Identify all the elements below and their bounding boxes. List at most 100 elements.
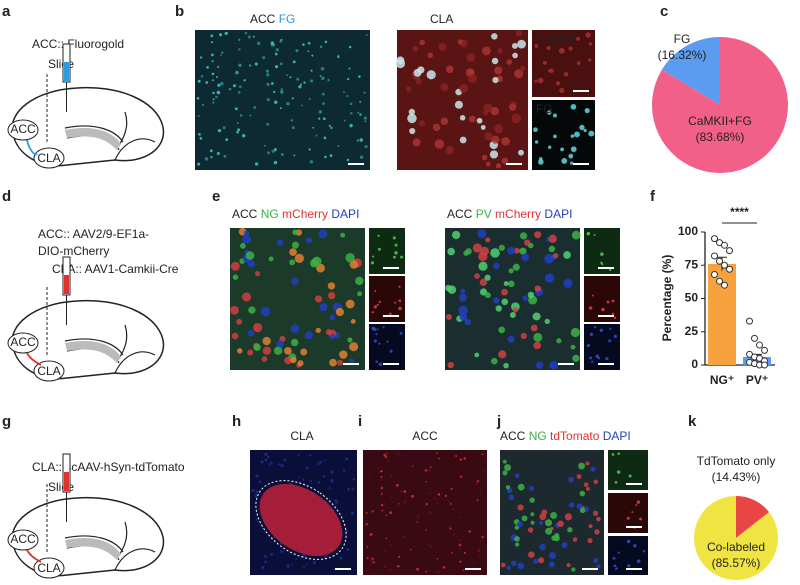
text: ACC: [10, 122, 36, 136]
cla-outline: [255, 480, 347, 560]
cell: [445, 65, 454, 74]
cell: [371, 311, 374, 314]
cell: [636, 559, 641, 564]
data-point: [711, 271, 718, 279]
cell: [344, 529, 349, 533]
cell: [459, 313, 468, 321]
cell: [220, 54, 222, 56]
cell: [538, 159, 544, 165]
cell: [346, 547, 350, 552]
title: ACC FG: [250, 12, 295, 26]
cell: [468, 69, 474, 75]
cell: [359, 155, 364, 159]
cell: [347, 487, 351, 491]
cell: [367, 567, 370, 570]
cell: [357, 111, 360, 114]
cell: [455, 455, 458, 458]
cla-region: [33, 360, 65, 382]
cell: [317, 462, 320, 465]
cell: [322, 475, 326, 478]
cell: [462, 501, 465, 504]
text: CaMKII+FG: [688, 114, 752, 128]
cell: [378, 300, 381, 304]
text: CLA: [37, 561, 60, 575]
cell: [279, 62, 283, 66]
cell: [568, 153, 574, 159]
cell: [205, 81, 209, 84]
text: (16.32%): [658, 48, 707, 62]
cell: [570, 161, 574, 165]
cell: [416, 567, 419, 571]
cell: [507, 335, 515, 343]
cell: [459, 115, 466, 121]
data-point: [726, 247, 733, 255]
brain-schematic: [7, 453, 165, 579]
cell: [419, 39, 425, 46]
cell: [294, 253, 304, 264]
cell: [501, 157, 509, 165]
cell: [627, 564, 631, 568]
cell: [211, 53, 214, 57]
cell: [533, 341, 542, 350]
cell: [408, 108, 416, 116]
cell: [474, 273, 480, 279]
cell: [211, 72, 215, 76]
cell: [292, 229, 299, 236]
cell: [296, 77, 300, 81]
cell: [284, 346, 292, 355]
cell: [426, 70, 436, 80]
cell: [485, 161, 491, 167]
cell: [412, 45, 419, 52]
cell: [442, 565, 446, 569]
cell: [365, 33, 368, 36]
cell: [323, 459, 326, 462]
title-word: ACC: [500, 429, 526, 443]
cell: [307, 41, 311, 45]
cell: [266, 455, 270, 459]
text: CaMKII: [536, 32, 576, 46]
cell: [274, 52, 278, 56]
cell: [555, 81, 561, 86]
cell: [390, 496, 393, 500]
cell: [501, 288, 508, 296]
cell: [369, 559, 373, 563]
cell: [494, 124, 504, 134]
cell: [614, 481, 618, 484]
cell: [239, 243, 246, 249]
text: 25: [685, 324, 699, 338]
cell: [509, 311, 516, 318]
cla-region: [33, 147, 65, 169]
cell: [260, 565, 265, 570]
cell: [515, 542, 520, 547]
cell: [368, 473, 371, 476]
cell: [416, 514, 420, 518]
cell: [374, 290, 377, 292]
cell: [534, 44, 539, 48]
cell: [546, 45, 551, 51]
cell: [458, 305, 468, 316]
cell: [385, 537, 388, 540]
cell: [483, 103, 493, 113]
cell: [576, 36, 581, 41]
cell: [255, 474, 259, 478]
cell: [363, 91, 366, 94]
cell: [591, 294, 594, 297]
cell: [217, 83, 221, 87]
cell: [220, 81, 224, 86]
cell: [262, 56, 266, 60]
cell: [297, 360, 304, 367]
cell: [585, 461, 590, 466]
text: DIO-mCherry: [38, 244, 109, 258]
cell: [432, 123, 441, 132]
cell: [323, 555, 327, 559]
cell: [267, 151, 270, 155]
cell: [642, 549, 646, 553]
cell: [447, 247, 456, 256]
cell: [342, 469, 346, 472]
cell: [586, 343, 591, 348]
cell: [434, 139, 445, 149]
cell: [472, 561, 475, 564]
cell: [371, 511, 374, 514]
cell: [481, 154, 488, 161]
cell: [400, 255, 404, 259]
